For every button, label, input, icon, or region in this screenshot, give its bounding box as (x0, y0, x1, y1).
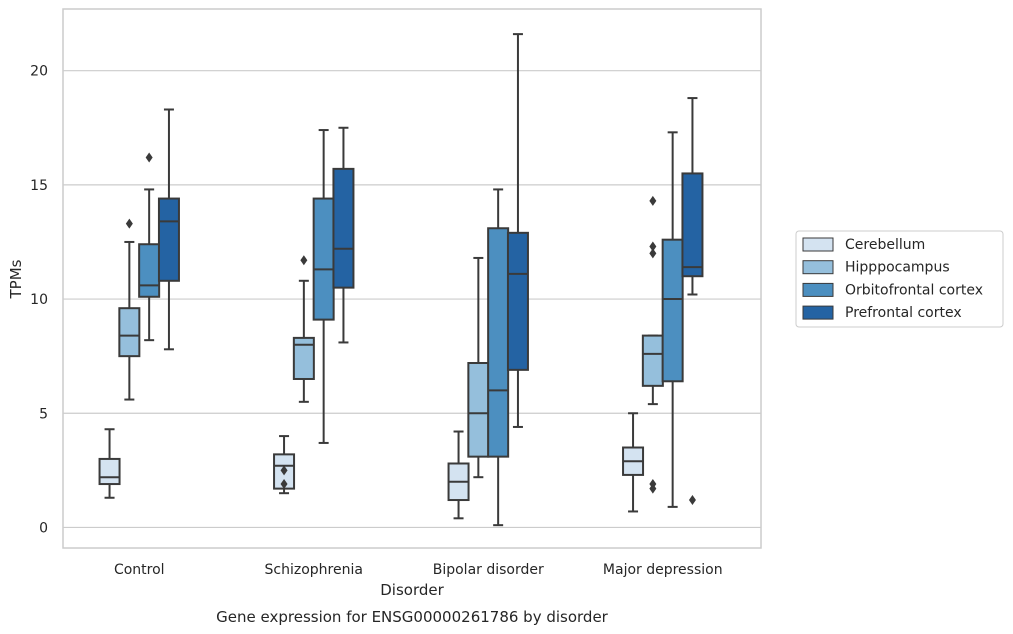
outlier-point (300, 255, 308, 266)
legend-swatch (802, 237, 834, 252)
y-tick-label: 20 (30, 64, 48, 80)
x-tick-label: Control (114, 562, 165, 578)
box-body (98, 457, 121, 486)
y-tick-labels: 0 5 10 15 20 (30, 64, 48, 537)
box-body (118, 307, 141, 358)
y-tick-label: 0 (39, 520, 48, 536)
box-body (138, 243, 161, 298)
y-axis-label: TPMs (7, 259, 25, 299)
box-3-1 (641, 195, 664, 494)
x-tick-label: Major depression (603, 562, 723, 578)
box-1-2 (312, 129, 335, 444)
legend-label: Cerebellum (845, 237, 925, 253)
box-body (641, 334, 664, 387)
box-body (467, 362, 490, 458)
box-2-0 (447, 430, 470, 520)
legend-swatch (802, 282, 834, 297)
box-0-0 (98, 428, 121, 499)
legend-swatch (802, 305, 834, 320)
box-body (506, 231, 529, 371)
outlier-point (649, 248, 657, 259)
x-axis-label: Disorder (380, 581, 444, 599)
chart-caption: Gene expression for ENSG00000261786 by d… (216, 608, 609, 626)
box-2-1 (467, 256, 490, 479)
box-groups (98, 33, 704, 527)
box-body (292, 336, 315, 380)
gridlines (63, 70, 761, 529)
box-1-3 (332, 126, 355, 344)
y-tick-label: 10 (30, 292, 48, 308)
outlier-point (649, 195, 657, 206)
outlier-point (125, 218, 133, 229)
box-1-0 (273, 435, 296, 495)
box-3-2 (661, 131, 684, 508)
box-body (332, 167, 355, 289)
legend-label: Prefrontal cortex (845, 305, 962, 321)
legend-frame (795, 230, 1004, 328)
box-1-1 (292, 255, 315, 403)
box-0-3 (157, 108, 180, 351)
box-0-2 (138, 152, 161, 342)
outlier-point (688, 495, 696, 506)
x-tick-label: Schizophrenia (265, 562, 363, 578)
outlier-point (649, 479, 657, 490)
box-3-3 (681, 97, 704, 506)
box-body (661, 238, 684, 383)
box-body (487, 227, 510, 458)
x-tick-label: Bipolar disorder (433, 562, 544, 578)
legend: Cerebellum Hipppocampus Orbitofrontal cort… (795, 230, 1004, 328)
box-2-2 (487, 188, 510, 527)
y-tick-label: 5 (39, 406, 48, 422)
legend-swatch (802, 260, 834, 275)
outlier-point (280, 479, 288, 490)
outlier-point (649, 241, 657, 252)
box-3-0 (622, 412, 645, 513)
outlier-point (280, 465, 288, 476)
box-2-3 (506, 33, 529, 428)
box-body (157, 197, 180, 282)
plot-area-frame (62, 8, 762, 549)
box-body (312, 197, 335, 321)
y-tick-label: 15 (30, 178, 48, 194)
box-body (681, 172, 704, 278)
legend-label: Hipppocampus (845, 260, 950, 276)
box-0-1 (118, 218, 141, 401)
x-tick-labels: Control Schizophrenia Bipolar disorder Majo… (114, 562, 723, 578)
legend-label: Orbitofrontal cortex (845, 282, 983, 298)
legend-items: Cerebellum Hipppocampus Orbitofrontal cort… (802, 237, 983, 321)
outlier-point (145, 152, 153, 163)
